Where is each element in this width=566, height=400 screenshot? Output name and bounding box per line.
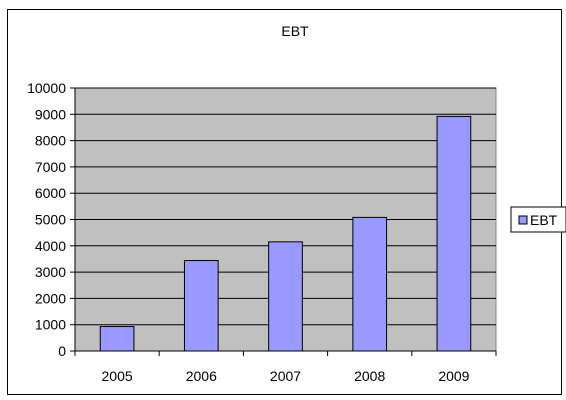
bar [352, 216, 388, 352]
x-tick-label: 2006 [186, 368, 217, 384]
chart-title: EBT [281, 23, 309, 39]
y-tick-label: 5000 [35, 212, 66, 228]
legend-swatch [518, 215, 528, 225]
y-tick-label: 6000 [35, 185, 66, 201]
y-tick-label: 10000 [27, 80, 66, 96]
bar [268, 241, 303, 352]
x-tick-label: 2007 [270, 368, 301, 384]
y-tick-label: 0 [58, 343, 66, 359]
y-tick-label: 2000 [35, 290, 66, 306]
y-tick-label: 1000 [35, 317, 66, 333]
y-tick-label: 4000 [35, 238, 66, 254]
bar [99, 326, 135, 352]
x-tick-label: 2009 [438, 368, 469, 384]
x-tick-label: 2008 [354, 368, 385, 384]
bar [436, 115, 472, 352]
y-tick-label: 3000 [35, 264, 66, 280]
plot-area: 0 1000 2000 3000 4000 5000 6000 7000 8000 9000 100… [27, 80, 497, 384]
bar [183, 260, 219, 352]
y-tick-label: 7000 [35, 159, 66, 175]
x-tick-label: 2005 [102, 368, 133, 384]
legend-label: EBT [530, 212, 558, 228]
legend: EBT [510, 206, 566, 233]
y-tick-label: 9000 [35, 106, 66, 122]
y-tick-label: 8000 [35, 133, 66, 149]
